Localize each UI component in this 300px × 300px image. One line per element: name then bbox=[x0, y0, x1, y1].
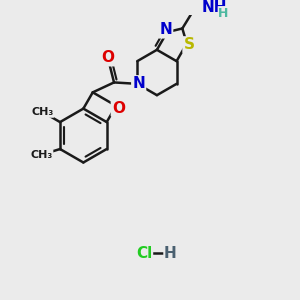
Text: O: O bbox=[112, 100, 125, 116]
Text: O: O bbox=[101, 50, 114, 65]
Text: S: S bbox=[184, 38, 194, 52]
Text: H: H bbox=[218, 7, 229, 20]
Text: NH: NH bbox=[201, 0, 227, 15]
Text: H: H bbox=[164, 246, 177, 261]
Text: CH₃: CH₃ bbox=[31, 107, 53, 117]
Text: Cl: Cl bbox=[136, 246, 152, 261]
Text: N: N bbox=[132, 76, 145, 91]
Text: CH₃: CH₃ bbox=[30, 150, 52, 160]
Text: N: N bbox=[159, 22, 172, 38]
